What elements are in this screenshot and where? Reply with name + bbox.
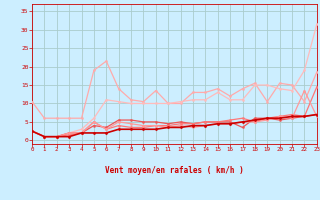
X-axis label: Vent moyen/en rafales ( km/h ): Vent moyen/en rafales ( km/h ) [105,166,244,175]
